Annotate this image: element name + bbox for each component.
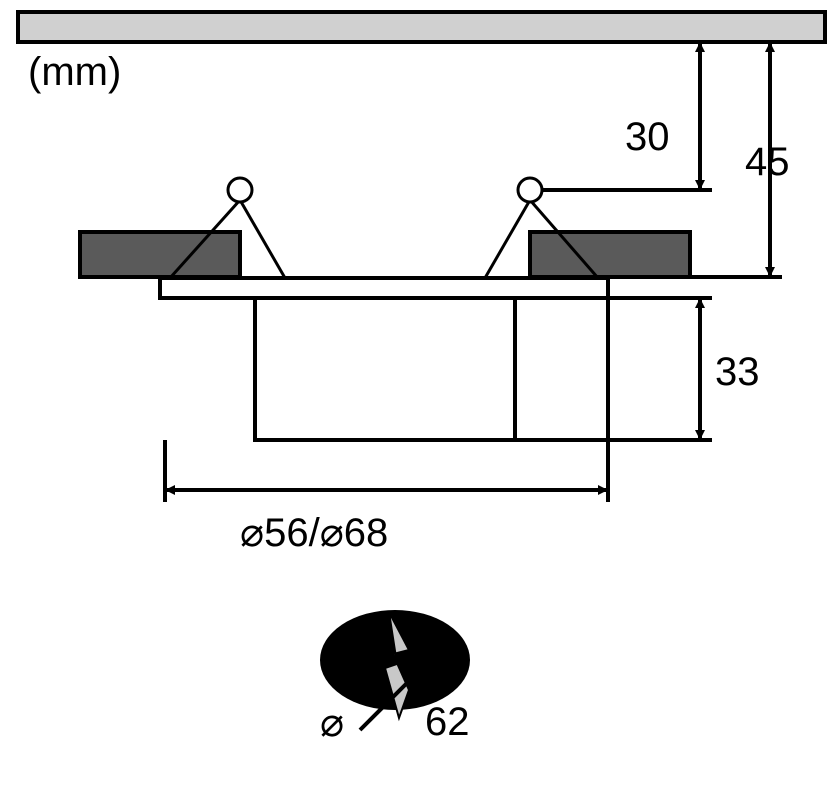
unit-label: (mm) [28,50,121,95]
mount-right [530,232,690,277]
label-diameter: ⌀56/⌀68 [240,510,388,556]
dim-33 [515,298,712,440]
label-33: 33 [715,350,760,395]
mount-left [80,232,240,277]
fixture-body [255,298,515,440]
label-30: 30 [625,115,670,160]
label-cutout: 62 [425,700,470,745]
ceiling-bar [18,12,825,42]
diagram-svg [0,0,840,785]
label-cutout-sym: ⌀ [320,700,344,746]
label-45: 45 [745,140,790,185]
technical-diagram: (mm) 30 45 33 ⌀56/⌀68 ⌀ 62 [0,0,840,785]
flange [160,278,608,298]
